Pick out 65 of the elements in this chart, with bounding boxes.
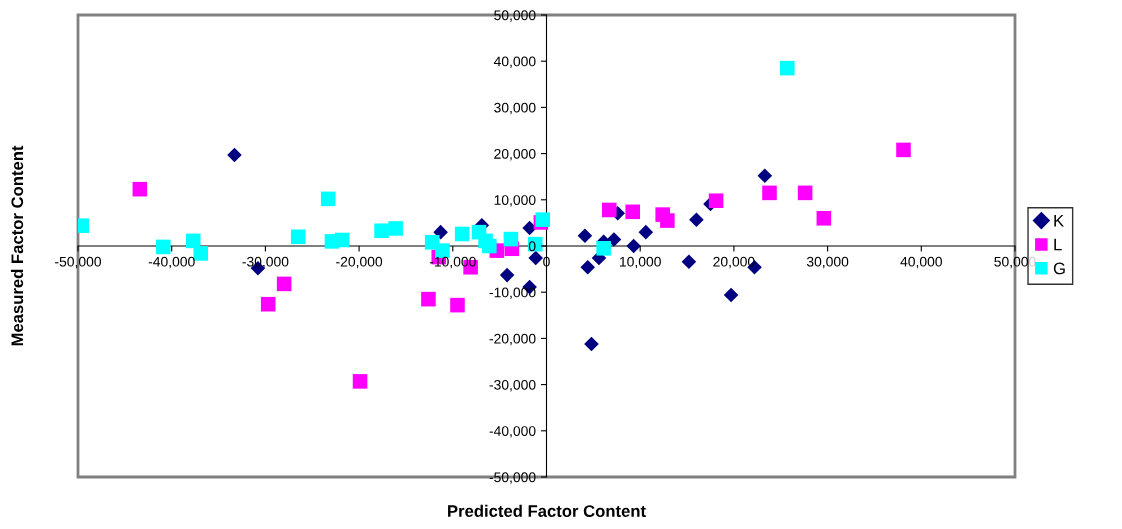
x-tick-label: -20,000 xyxy=(336,256,383,269)
legend-label: G xyxy=(1053,262,1065,275)
y-tick-label: 30,000 xyxy=(494,102,536,115)
y-tick-label: -40,000 xyxy=(489,426,536,438)
x-tick-label: -40,000 xyxy=(148,256,195,269)
point xyxy=(689,212,704,227)
legend-label: K xyxy=(1054,214,1064,227)
point xyxy=(580,259,596,275)
y-tick-label: -10,000 xyxy=(489,287,536,300)
x-axis-title: Predicted Factor Content xyxy=(448,504,646,517)
y-axis-title: Measured Factor Content xyxy=(10,145,24,346)
point xyxy=(528,250,544,266)
point xyxy=(352,374,368,389)
point xyxy=(625,204,640,220)
point xyxy=(482,238,497,254)
point xyxy=(374,223,389,239)
point xyxy=(681,254,697,269)
point xyxy=(433,224,448,240)
y-tick-label: -50,000 xyxy=(489,472,536,484)
point xyxy=(454,226,470,242)
x-tick-label: 10,000 xyxy=(620,256,661,269)
point xyxy=(499,267,515,283)
point xyxy=(320,191,336,207)
point xyxy=(723,287,739,303)
point xyxy=(450,297,465,313)
y-tick-label: 10,000 xyxy=(494,195,536,207)
point xyxy=(708,193,724,209)
legend-label: L xyxy=(1054,238,1062,251)
point xyxy=(260,296,276,312)
y-tick-label: 0 xyxy=(528,241,536,252)
point xyxy=(503,231,519,247)
point xyxy=(276,276,292,292)
point xyxy=(626,238,641,254)
point xyxy=(290,229,306,245)
point xyxy=(596,241,611,256)
point xyxy=(660,213,675,228)
point xyxy=(797,185,813,201)
y-tick-label: -30,000 xyxy=(489,379,536,392)
x-tick-label: -50,000 xyxy=(55,256,102,269)
point xyxy=(816,211,832,226)
point xyxy=(638,224,654,240)
point xyxy=(757,168,773,184)
x-tick-label: 30,000 xyxy=(806,256,849,269)
point xyxy=(577,228,593,244)
x-tick-label: -30,000 xyxy=(242,256,289,269)
y-tick-label: 40,000 xyxy=(493,56,536,69)
x-tick-label: -10,000 xyxy=(429,256,476,269)
y-tick-label: 20,000 xyxy=(494,148,536,161)
point xyxy=(185,233,201,249)
point xyxy=(334,232,350,248)
y-tick-label: 50,000 xyxy=(494,10,536,22)
point xyxy=(132,181,148,197)
point xyxy=(896,142,911,158)
point xyxy=(421,291,436,307)
point xyxy=(602,202,617,218)
point xyxy=(388,221,403,236)
point xyxy=(193,246,209,261)
point xyxy=(155,239,171,255)
y-tick-label: -20,000 xyxy=(489,333,536,346)
x-tick-label: 40,000 xyxy=(900,256,942,269)
point xyxy=(227,147,242,163)
point xyxy=(762,185,777,201)
point xyxy=(606,232,622,247)
point xyxy=(780,60,795,76)
point xyxy=(584,336,599,352)
